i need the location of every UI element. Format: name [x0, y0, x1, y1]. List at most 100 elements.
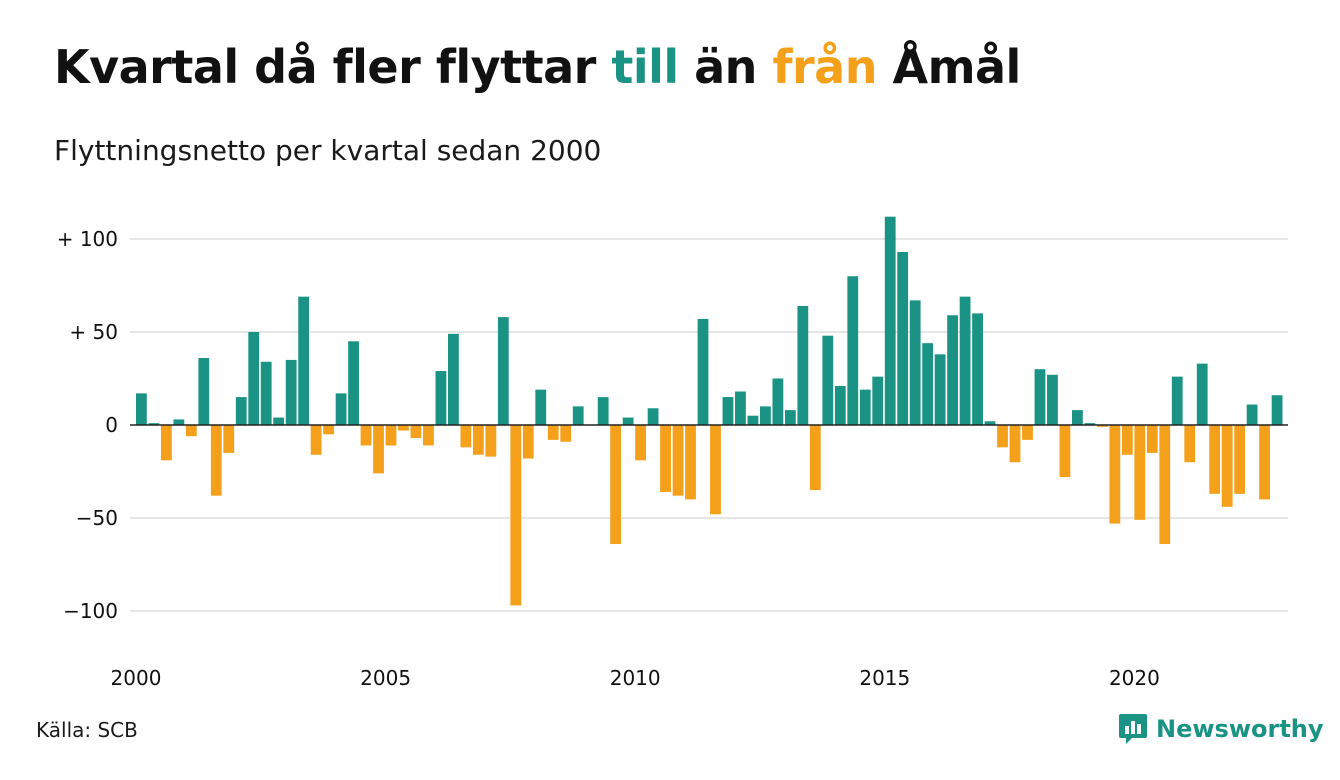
bar	[173, 419, 185, 425]
bar	[560, 425, 572, 442]
bar	[697, 318, 709, 425]
x-tick-label: 2005	[360, 666, 411, 690]
bar	[398, 425, 409, 431]
bar	[834, 385, 846, 425]
bar	[248, 332, 260, 425]
bar	[185, 425, 197, 437]
y-tick-label: + 50	[69, 320, 118, 344]
bar	[235, 397, 247, 425]
bar	[198, 358, 210, 425]
bar	[535, 389, 547, 425]
bar	[522, 425, 534, 459]
brand-logo: Newsworthy	[1118, 712, 1324, 746]
bar	[1209, 425, 1221, 494]
bar	[572, 406, 584, 425]
bar	[597, 397, 609, 425]
bar	[1121, 425, 1133, 455]
bar	[934, 354, 946, 425]
bar	[1171, 376, 1183, 425]
bar	[260, 361, 272, 425]
bar	[1134, 425, 1146, 520]
bar	[136, 393, 147, 425]
bar	[672, 425, 684, 496]
bar	[1022, 425, 1033, 440]
bar	[273, 417, 285, 425]
bar	[1072, 410, 1083, 425]
bar	[423, 425, 434, 446]
x-tick-label: 2010	[610, 666, 661, 690]
bar	[722, 397, 734, 425]
bar	[747, 415, 759, 425]
y-tick-label: + 100	[57, 227, 118, 251]
bar	[472, 425, 484, 455]
bar	[809, 425, 821, 491]
bar	[448, 333, 459, 425]
bar	[547, 425, 559, 440]
bar	[1096, 425, 1108, 427]
bar	[1221, 425, 1233, 507]
bar	[622, 417, 634, 425]
bar	[1084, 423, 1096, 425]
x-tick-label: 2020	[1109, 666, 1160, 690]
bar	[160, 425, 172, 461]
bar	[784, 410, 796, 425]
bar	[884, 216, 896, 425]
y-tick-label: 0	[105, 413, 118, 437]
bar	[772, 378, 784, 425]
source-label: Källa: SCB	[36, 718, 138, 742]
bar	[1259, 425, 1270, 500]
bar-chart-speech-bubble-icon	[1119, 714, 1147, 744]
bar	[685, 425, 696, 500]
bar	[984, 421, 996, 425]
bar	[972, 313, 983, 425]
bar	[959, 296, 971, 425]
bar	[1159, 425, 1171, 545]
bar	[1234, 425, 1246, 494]
bar	[859, 389, 871, 425]
title-highlight-fran: från	[772, 40, 877, 94]
bar	[1146, 425, 1158, 453]
title-highlight-till: till	[611, 40, 679, 94]
bar	[760, 406, 771, 425]
bar	[1271, 395, 1283, 425]
bar	[947, 315, 958, 425]
y-tick-label: −50	[76, 506, 118, 530]
bar	[1184, 425, 1196, 463]
title-part-2: än	[678, 40, 773, 94]
bar	[373, 425, 384, 474]
bar	[847, 276, 859, 425]
bar	[610, 425, 622, 545]
bar	[497, 317, 509, 425]
bar	[822, 335, 834, 425]
bar	[1059, 425, 1071, 478]
brand-name: Newsworthy	[1156, 715, 1324, 743]
bar	[1196, 363, 1208, 425]
bar	[797, 305, 809, 425]
bar	[148, 423, 160, 425]
bar	[872, 376, 884, 425]
bar	[360, 425, 372, 446]
bar	[335, 393, 347, 425]
x-tick-label: 2000	[111, 666, 162, 690]
bar	[997, 425, 1008, 448]
bar	[647, 408, 659, 425]
bar	[385, 425, 397, 446]
title-part-3: Åmål	[876, 40, 1021, 94]
bar	[897, 252, 909, 425]
bar	[1109, 425, 1121, 524]
bar	[460, 425, 472, 448]
bar	[1009, 425, 1021, 463]
title-part-1: Kvartal då fler flyttar	[54, 40, 612, 94]
bar	[909, 300, 921, 425]
bar	[323, 425, 334, 435]
bar	[210, 425, 222, 496]
bar	[510, 425, 522, 606]
bar	[435, 371, 447, 425]
bar	[348, 341, 359, 425]
chart-subtitle: Flyttningsnetto per kvartal sedan 2000	[54, 134, 602, 167]
x-tick-label: 2015	[859, 666, 910, 690]
bar	[298, 296, 310, 425]
bar	[922, 343, 934, 425]
bar	[485, 425, 497, 457]
